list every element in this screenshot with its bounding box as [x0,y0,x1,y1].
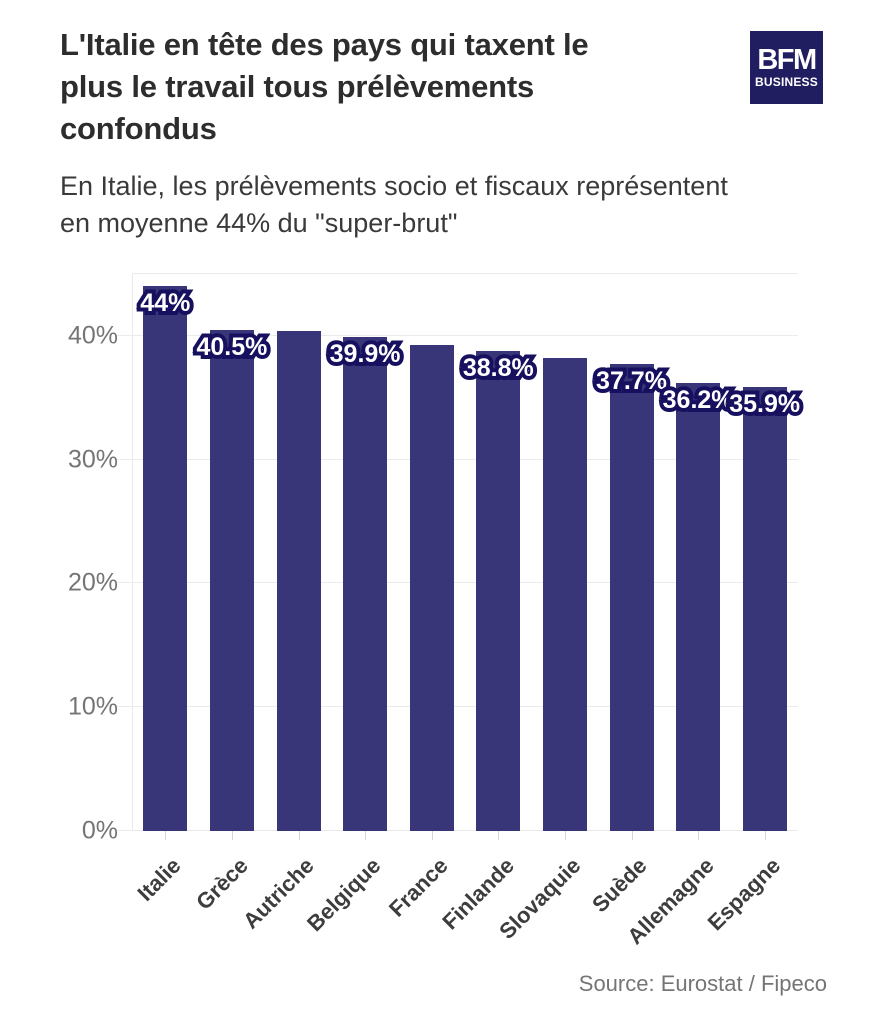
subtitle-line-2: en moyenne 44% du "super-brut" [60,208,458,238]
bar-belgique [343,337,388,831]
bar-value-label-text-finlande: 38.8% [462,353,534,382]
bar-grece [209,329,254,831]
bar-value-label-outline-finlande: 38.8% [459,351,538,384]
x-tick-slovaquie [564,831,566,840]
x-tick-espagne [764,831,766,840]
gridline-0 [117,830,798,831]
bar-value-label-outline-grece: 40.5% [192,330,271,363]
x-tick-grece [231,831,233,840]
y-tick-label-40: 40% [67,321,118,350]
logo-text-bfm: BFM [757,44,817,76]
y-tick-label-30: 30% [67,445,118,474]
gridline-40 [117,334,798,336]
y-axis-line [132,274,133,831]
bar-allemagne [676,382,721,831]
gridline-20 [117,582,798,584]
bar-espagne [742,386,787,831]
subtitle-line-1: En Italie, les prélèvements socio et fis… [60,171,728,201]
x-tick-france [431,831,433,840]
bar-italie [143,286,188,831]
y-tick-label-0: 0% [81,816,118,845]
x-tick-italie [165,831,167,840]
x-axis-label-grece: Grèce [190,852,253,915]
bar-slovaquie [542,358,587,831]
bar-value-label-outline-belgique: 39.9% [326,338,405,371]
bar-value-label-text-italie: 44% [140,289,191,318]
logo-text-business: BUSINESS [755,75,818,89]
bar-value-label-grece: 40.5% 40.5% [192,330,271,363]
chart-subtitle: En Italie, les prélèvements socio et fis… [60,168,728,242]
title-line-2: plus le travail tous prélèvements [60,69,535,104]
bar-value-label-belgique: 39.9% 39.9% [326,338,405,371]
bfm-business-logo: BFM BUSINESS [750,31,823,104]
bar-value-label-text-suede: 37.7% [596,367,667,396]
bar-chart: 0% 10% 20% 30% 40% 44% 44% Italie 40.5% 40.5% Grèc… [68,273,804,949]
x-axis-label-espagne: Espagne [702,852,786,936]
y-tick-label-10: 10% [67,692,118,721]
bar-autriche [276,330,321,831]
bar-value-label-italie: 44% 44% [136,287,194,320]
title-line-3: confondus [60,111,217,146]
bar-value-label-text-belgique: 39.9% [329,340,401,369]
gridline-10 [117,706,798,708]
bar-value-label-text-allemagne: 36.2% [662,385,734,414]
bar-value-label-outline-suede: 37.7% [592,365,671,398]
bar-value-label-outline-allemagne: 36.2% [659,383,738,416]
bar-value-label-text-grece: 40.5% [196,332,268,361]
x-tick-autriche [298,831,300,840]
bar-france [409,344,454,831]
source-text: Source: Eurostat / Fipeco [578,971,827,996]
bar-value-label-outline-espagne: 35.9% [725,387,804,420]
bar-value-label-espagne: 35.9% 35.9% [725,387,804,420]
bar-value-label-finlande: 38.8% 38.8% [459,351,538,384]
x-tick-belgique [365,831,367,840]
bar-value-label-outline-italie: 44% [136,287,194,320]
bar-value-label-allemagne: 36.2% 36.2% [659,383,738,416]
x-tick-allemagne [698,831,700,840]
gridline-30 [117,458,798,460]
x-axis-label-belgique: Belgique [302,852,386,937]
gridline-45 [132,273,798,274]
x-tick-finlande [498,831,500,840]
bar-value-label-suede: 37.7% 37.7% [592,365,671,398]
title-line-1: L'Italie en tête des pays qui taxent le [60,27,589,62]
x-axis-label-suede: Suède [587,852,652,918]
y-tick-label-20: 20% [67,568,118,597]
page-title: L'Italie en tête des pays qui taxent le … [60,24,589,150]
bar-value-label-text-espagne: 35.9% [729,389,801,418]
x-axis-label-italie: Italie [132,852,186,906]
bar-suede [609,364,654,831]
x-tick-suede [631,831,633,840]
bar-finlande [476,350,521,831]
